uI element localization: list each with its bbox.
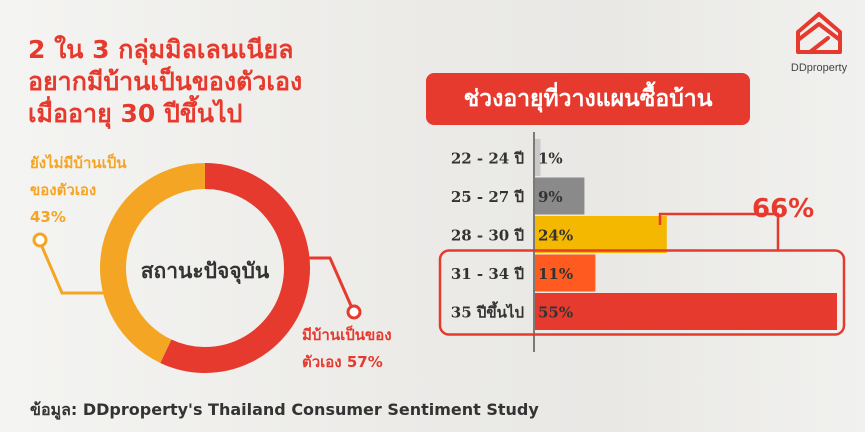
- bar-4: [535, 293, 837, 330]
- bar-value-label-4: 55%: [538, 304, 573, 322]
- bar-value-label-0: 1%: [538, 150, 563, 168]
- bar-0: [535, 139, 541, 176]
- bar-category-label-2: 28 - 30 ปี: [451, 227, 524, 245]
- donut-slice-1: [160, 163, 310, 373]
- callout-has-home: มีบ้านเป็นของ ตัวเอง 57%: [302, 322, 392, 376]
- headline: 2 ใน 3 กลุ่มมิลเลนเนียล อยากมีบ้านเป็นขอ…: [28, 34, 302, 130]
- callout-no-home-line-2: ของตัวเอง: [30, 181, 97, 199]
- group-annotation-label: 66%: [752, 194, 815, 224]
- callout-no-home: ยังไม่มีบ้านเป็น ของตัวเอง 43%: [30, 150, 127, 231]
- leader-line-has-home: [300, 256, 354, 309]
- bar-value-label-2: 24%: [538, 227, 573, 245]
- leader-line-no-home: [38, 241, 112, 295]
- callout-has-home-line-2: ตัวเอง 57%: [302, 353, 383, 371]
- bar-chart-title: ช่วงอายุที่วางแผนซื้อบ้าน: [426, 73, 750, 125]
- bar-category-label-1: 25 - 27 ปี: [451, 188, 524, 206]
- leader-dot-no-home: [32, 232, 48, 248]
- donut-slice-0: [100, 163, 206, 363]
- bar-3: [535, 254, 596, 292]
- bar-category-label-4: 35 ปีขึ้นไป: [451, 301, 524, 322]
- bar-1: [535, 177, 585, 215]
- bar-2: [535, 216, 667, 253]
- bar-category-label-3: 31 - 34 ปี: [451, 265, 524, 283]
- bar-category-label-0: 22 - 24 ปี: [451, 150, 524, 168]
- leader-dot-has-home: [346, 304, 362, 320]
- brand-name: DDproperty: [790, 62, 848, 74]
- headline-line-2: อยากมีบ้านเป็นของตัวเอง: [28, 67, 303, 96]
- callout-has-home-line-1: มีบ้านเป็นของ: [302, 326, 392, 344]
- donut-chart: [32, 163, 362, 373]
- house-logo-icon: [796, 12, 842, 54]
- callout-no-home-line-1: ยังไม่มีบ้านเป็น: [30, 154, 127, 172]
- brand-logo: DDproperty: [784, 10, 854, 74]
- group-bracket-box: [438, 249, 846, 336]
- headline-line-1: 2 ใน 3 กลุ่มมิลเลนเนียล: [28, 35, 294, 64]
- donut-center-label: สถานะปัจจุบัน: [140, 259, 270, 283]
- headline-line-3: เมื่ออายุ 30 ปีขึ้นไป: [28, 99, 243, 128]
- bar-value-label-3: 11%: [538, 265, 573, 283]
- bar-value-label-1: 9%: [538, 188, 563, 206]
- callout-no-home-value: 43%: [30, 208, 66, 226]
- source-note: ข้อมูล: DDproperty's Thailand Consumer S…: [30, 400, 539, 419]
